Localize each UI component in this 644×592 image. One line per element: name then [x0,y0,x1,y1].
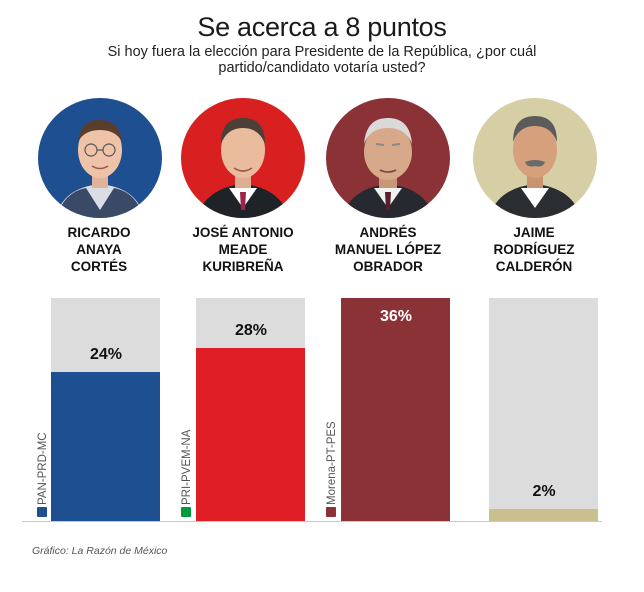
party-label-meade: PRI-PVEM-NA [181,430,193,519]
bar-background-rodriguez [489,298,598,521]
candidate-photo-meade [181,98,305,218]
value-label-lopez-obrador: 36% [379,308,413,325]
candidate-name-meade: JOSÉ ANTONIO MEADE KURIBREÑA [192,225,294,274]
value-label-rodriguez: 2% [532,483,556,500]
chart-title: Se acerca a 8 puntos [197,12,447,42]
chart-subtitle: Si hoy fuera la elección para Presidente… [107,44,537,76]
candidate-name-lopez-obrador: ANDRÉS MANUEL LÓPEZ OBRADOR [334,225,442,274]
candidate-photo-anaya [38,98,162,218]
party-label-anaya: PAN-PRD-MC [37,432,49,519]
value-label-meade: 28% [234,322,268,339]
party-label-lopez-obrador: Morena-PT-PES [326,421,338,519]
bar-meade [196,348,305,521]
candidate-photo-lopez-obrador [326,98,450,218]
bar-rodriguez [489,509,598,521]
candidate-name-anaya: RICARDO ANAYA CORTÉS [67,225,131,274]
bar-anaya [51,372,160,521]
value-label-anaya: 24% [89,346,123,363]
chart-baseline [22,521,602,522]
bar-lopez-obrador [341,298,450,521]
candidate-name-rodriguez: JAIME RODRÍGUEZ CALDERÓN [493,225,575,274]
chart-credit: Gráfico: La Razón de México [32,545,168,557]
candidate-photo-rodriguez [473,98,597,218]
